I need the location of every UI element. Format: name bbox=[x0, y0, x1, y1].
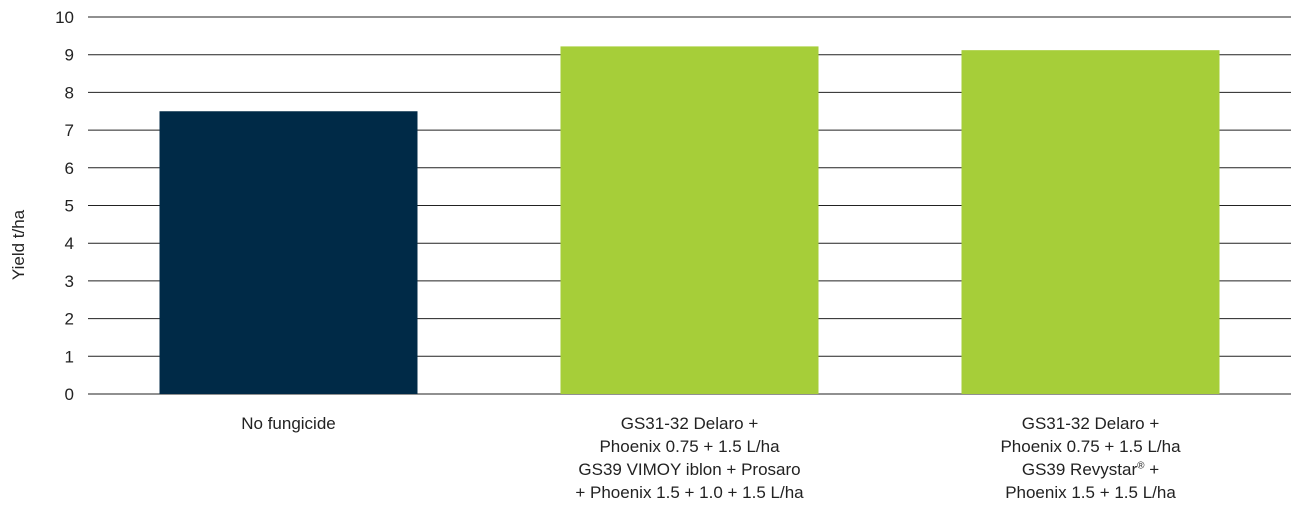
y-tick-label: 5 bbox=[65, 197, 74, 216]
y-tick-label: 1 bbox=[65, 347, 74, 366]
x-tick-label-line: GS39 VIMOY iblon + Prosaro bbox=[578, 460, 801, 479]
x-tick-label-line: Phoenix 0.75 + 1.5 L/ha bbox=[599, 437, 780, 456]
y-tick-label: 10 bbox=[55, 8, 74, 27]
x-tick-label-line: Phoenix 0.75 + 1.5 L/ha bbox=[1000, 437, 1181, 456]
x-tick-label-line: GS31-32 Delaro + bbox=[620, 414, 759, 433]
y-tick-label: 3 bbox=[65, 272, 74, 291]
y-tick-label: 9 bbox=[65, 46, 74, 65]
y-tick-label: 2 bbox=[65, 310, 74, 329]
x-tick-label-line: GS31-32 Delaro + bbox=[1021, 414, 1160, 433]
y-axis-label-text: Yield t/ha bbox=[9, 209, 28, 281]
bar bbox=[560, 46, 819, 394]
bar bbox=[961, 50, 1220, 395]
y-tick-labels: 0 1 2 3 4 5 6 7 8 9 10 bbox=[55, 8, 74, 404]
y-tick-label: 0 bbox=[65, 385, 74, 404]
bars bbox=[159, 46, 1220, 395]
x-tick-label-line: GS39 Revystar® + bbox=[1021, 460, 1160, 479]
x-tick-label: GS31-32 Delaro + Phoenix 0.75 + 1.5 L/ha G… bbox=[931, 412, 1251, 504]
y-axis-label: Yield t/ha bbox=[4, 210, 34, 290]
x-tick-label: GS31-32 Delaro + Phoenix 0.75 + 1.5 L/ha G… bbox=[530, 412, 850, 504]
x-tick-label-line: No fungicide bbox=[241, 414, 336, 433]
x-tick-label-line: + Phoenix 1.5 + 1.0 + 1.5 L/ha bbox=[575, 483, 804, 502]
y-tick-label: 8 bbox=[65, 83, 74, 102]
bar bbox=[159, 111, 418, 394]
y-tick-label: 4 bbox=[65, 234, 74, 253]
y-tick-label: 7 bbox=[65, 121, 74, 140]
x-tick-label-line: Phoenix 1.5 + 1.5 L/ha bbox=[1005, 483, 1176, 502]
x-tick-label: No fungicide bbox=[129, 412, 449, 435]
y-tick-label: 6 bbox=[65, 159, 74, 178]
